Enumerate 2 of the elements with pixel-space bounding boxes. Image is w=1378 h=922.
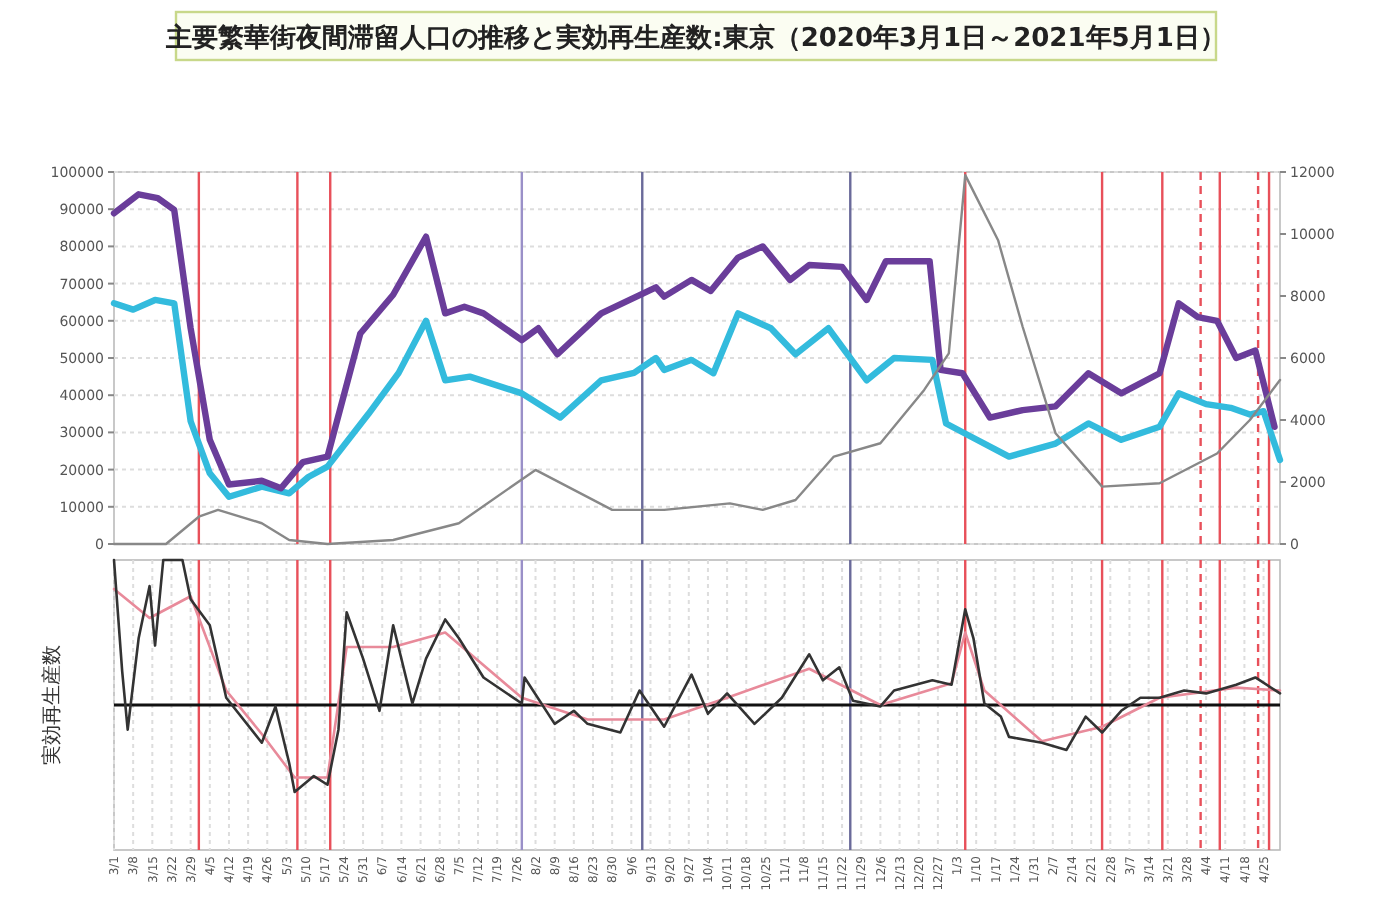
y-axis-title: 実効再生産数: [40, 645, 64, 765]
chart-title: 主要繁華街夜間滞留人口の推移と実効再生産数:東京（2020年3月1日～2021年5月1日）: [164, 22, 1226, 54]
